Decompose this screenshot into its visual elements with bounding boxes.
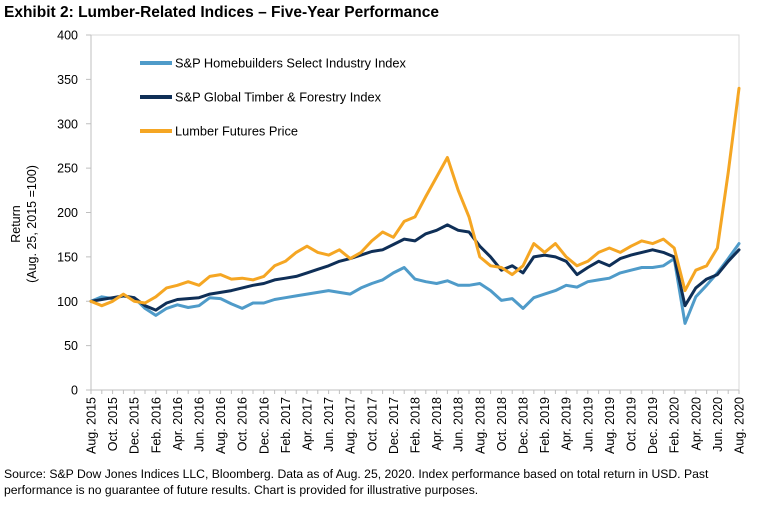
legend: S&P Homebuilders Select Industry Index S&… [140,56,407,139]
x-tick-label: Jun. 2016 [193,397,207,452]
series-lines [89,86,741,325]
x-tick-label: Oct. 2016 [236,397,250,451]
x-tick-label: Apr. 2020 [689,397,703,451]
y-axis: 0 50 100 150 200 250 300 350 400 [57,29,92,398]
x-axis: Aug. 2015 Oct. 2015 Dec. 2015 Feb. 2016 Apr.… [85,389,747,454]
x-tick-label: Aug. 2020 [733,397,747,454]
series-line-1 [89,242,741,325]
x-tick-label: Apr. 2018 [430,397,444,451]
x-tick-label: Dec. 2017 [387,397,401,454]
x-tick-label: Aug. 2016 [214,397,228,454]
x-tick-label: Dec. 2019 [646,397,660,454]
x-tick-label: Oct. 2019 [625,397,639,451]
y-tick-label: 150 [57,250,78,264]
plot-area-border [90,34,740,391]
line-chart: 0 50 100 150 200 250 300 350 400 Aug. 2015 Oct. 2… [9,29,747,455]
x-tick-label: Feb. 2017 [279,397,293,453]
x-tick-label: Dec. 2018 [517,397,531,454]
y-axis-label-line-1: Return [9,205,23,243]
x-tick-label: Apr. 2017 [301,397,315,451]
y-tick-label: 400 [57,29,78,43]
y-tick-label: 0 [71,384,78,398]
x-tick-label: Feb. 2020 [668,397,682,453]
y-tick-label: 50 [64,339,78,353]
x-tick-label: Jun. 2020 [711,397,725,452]
x-tick-label: Aug. 2019 [603,397,617,454]
x-tick-label: Aug. 2015 [85,397,99,454]
x-tick-label: Jun. 2017 [322,397,336,452]
x-tick-label: Oct. 2018 [495,397,509,451]
x-tick-label: Dec. 2016 [257,397,271,454]
x-tick-label: Feb. 2019 [538,397,552,453]
x-tick-label: Apr. 2019 [560,397,574,451]
legend-label-3: Lumber Futures Price [175,124,298,139]
series-line-3 [89,86,741,308]
series-line-2 [89,223,741,312]
x-tick-label: Aug. 2017 [344,397,358,454]
x-tick-label: Feb. 2016 [149,397,163,453]
x-tick-label: Jun. 2018 [452,397,466,452]
y-axis-label-line-2: (Aug. 25, 2015 =100) [25,165,39,283]
legend-label-1: S&P Homebuilders Select Industry Index [175,56,407,71]
legend-label-2: S&P Global Timber & Forestry Index [175,90,382,105]
x-tick-label: Oct. 2017 [365,397,379,451]
y-axis-label: Return (Aug. 25, 2015 =100) [9,165,39,283]
y-tick-label: 350 [57,73,78,87]
y-tick-label: 200 [57,206,78,220]
x-tick-label: Feb. 2018 [409,397,423,453]
chart-title: Exhibit 2: Lumber-Related Indices – Five… [4,4,440,21]
x-tick-label: Dec. 2015 [128,397,142,454]
source-note: Source: S&P Dow Jones Indices LLC, Bloom… [4,467,709,497]
y-tick-label: 300 [57,117,78,131]
x-tick-label: Oct. 2015 [106,397,120,451]
x-tick-label: Jun. 2019 [581,397,595,452]
x-tick-label: Apr. 2016 [171,397,185,451]
y-tick-label: 100 [57,295,78,309]
x-tick-label: Aug. 2018 [473,397,487,454]
y-tick-label: 250 [57,162,78,176]
